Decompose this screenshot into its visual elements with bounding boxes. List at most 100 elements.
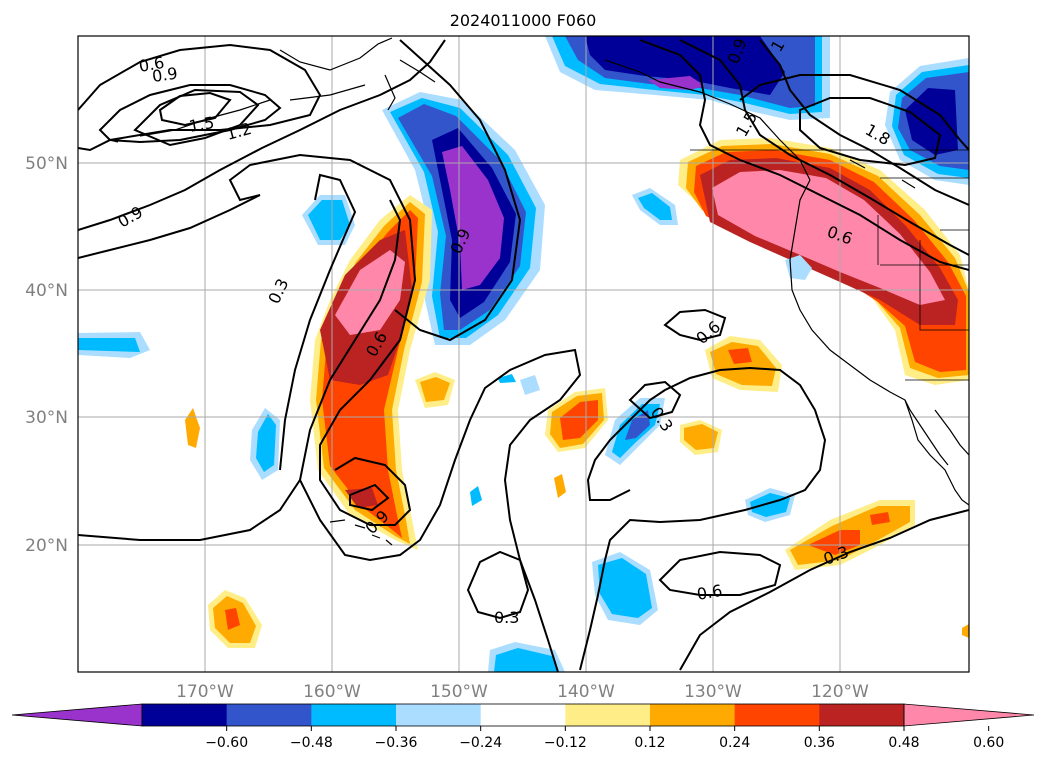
- positive-small-3d: [870, 512, 890, 525]
- colorbar-cell: [311, 704, 397, 726]
- positive-small-4c: [225, 608, 240, 630]
- lon-label-170w: 170°W: [176, 682, 234, 702]
- colorbar-tick-label: 0.12: [634, 735, 665, 751]
- colorbar-tick-label: −0.36: [375, 735, 418, 751]
- negative-small-4b: [638, 193, 672, 220]
- positive-small-3c: [808, 530, 860, 555]
- contour-0.3-small: [466, 550, 530, 620]
- contour-gulf-1: [639, 39, 969, 271]
- negative-small-11: [785, 255, 812, 280]
- lat-label-30n: 30°N: [25, 408, 68, 428]
- colorbar-cell: [226, 704, 312, 726]
- colorbar-tick-label: 0.48: [888, 735, 919, 751]
- longitude-labels: 170°W 160°W 150°W 140°W 130°W 120°W: [176, 682, 869, 702]
- contour-0.9-loop: [299, 199, 402, 481]
- contour-inner-hawaii: [349, 483, 390, 512]
- contour-gulf-3: [759, 39, 969, 206]
- contour-0.9-trough: [78, 39, 522, 342]
- lat-label-50n: 50°N: [25, 154, 68, 174]
- negative-small-6b: [598, 558, 652, 618]
- positive-small-2b: [710, 342, 776, 386]
- negative-small-3b: [256, 414, 276, 472]
- contour-0.6-trough: [279, 173, 357, 471]
- negative-anomaly-trough-5: [442, 146, 504, 290]
- colorbar-tick-label: 0.60: [973, 735, 1004, 751]
- negative-anomaly-alaska-core4: [648, 76, 705, 90]
- colorbar-tick-label: 0.36: [804, 735, 835, 751]
- positive-small-2c: [728, 348, 752, 364]
- colorbar-cell: [650, 704, 736, 726]
- negative-small-2b: [78, 338, 140, 352]
- lon-label-120w: 120°W: [811, 682, 869, 702]
- colorbar: −0.60 −0.48 −0.36 −0.24 −0.12 0.12 0.24 0.36 0.4…: [11, 703, 1035, 751]
- contours: [78, 39, 969, 672]
- negative-small-9: [498, 374, 516, 383]
- contour-high: [739, 74, 969, 151]
- positive-small-1c: [560, 400, 598, 440]
- gridlines: [78, 36, 969, 672]
- contour-1.8: [799, 97, 942, 167]
- colorbar-extend-max: [903, 703, 1035, 727]
- contour-0.6-north: [78, 43, 322, 152]
- contour-1.2: [133, 88, 260, 147]
- contour-0.6-small: [663, 308, 727, 342]
- colorbar-tick-label: −0.60: [205, 735, 248, 751]
- positive-small-8: [554, 474, 566, 498]
- contour-0.6-east: [579, 366, 827, 671]
- negative-small-1b: [308, 200, 350, 240]
- contour-label: 1.5: [187, 113, 215, 136]
- colorbar-tick-label: −0.24: [459, 735, 502, 751]
- colorbar-cell: [142, 704, 228, 726]
- contour-1.5: [158, 91, 232, 127]
- contour-label: 0.6: [695, 581, 723, 604]
- coastline-hawaii: [329, 519, 393, 546]
- positive-anomaly-westcoast-5: [712, 170, 945, 305]
- map-title: 2024011000 F060: [450, 11, 597, 30]
- contour-0.3-trough: [228, 153, 417, 526]
- coastline-baja: [904, 399, 969, 466]
- colorbar-ticks: −0.60 −0.48 −0.36 −0.24 −0.12 0.12 0.24 0.36 0.4…: [205, 726, 1004, 751]
- colorbar-cell: [396, 704, 482, 726]
- contour-0.6-small2: [658, 550, 782, 596]
- colorbar-cell: [819, 704, 905, 726]
- contour-gulf-2: [679, 39, 969, 256]
- coastline-westcoast: [789, 179, 969, 506]
- colorbar-cell: [565, 704, 651, 726]
- positive-small-6b: [684, 424, 718, 450]
- contour-label: 0.3: [494, 608, 519, 627]
- lat-label-40n: 40°N: [25, 281, 68, 301]
- map-frame: [77, 35, 970, 673]
- positive-small-5b: [420, 377, 450, 402]
- coastline-alaska: [139, 37, 811, 181]
- positive-small-7: [185, 408, 200, 448]
- colorbar-cell: [734, 704, 820, 726]
- lon-label-150w: 150°W: [430, 682, 488, 702]
- shaded-field: [78, 36, 969, 672]
- colorbar-frame: [141, 703, 905, 727]
- colorbar-cells: [11, 703, 1035, 727]
- positive-anomaly-ridge-5: [335, 250, 405, 335]
- negative-small-7b: [494, 648, 558, 672]
- negative-small-12: [520, 375, 540, 395]
- colorbar-tick-label: −0.48: [290, 735, 333, 751]
- lon-label-160w: 160°W: [303, 682, 361, 702]
- lat-label-20n: 20°N: [25, 536, 68, 556]
- colorbar-tick-label: 0.24: [719, 735, 750, 751]
- lon-label-140w: 140°W: [557, 682, 615, 702]
- contour-label: 0.9: [151, 64, 179, 86]
- contour-0.3-east: [679, 509, 969, 671]
- colorbar-cell: [480, 704, 566, 726]
- border-states: [877, 215, 969, 331]
- contour-0.9-north: [98, 84, 282, 144]
- colorbar-extend-min: [11, 703, 143, 727]
- contour-0.3-mid: [628, 380, 682, 420]
- contour-label: 0.6: [137, 53, 165, 76]
- latitude-labels: 50°N 40°N 30°N 20°N: [25, 154, 68, 556]
- colorbar-tick-label: −0.12: [544, 735, 587, 751]
- negative-small-10: [470, 486, 482, 506]
- lon-label-130w: 130°W: [684, 682, 742, 702]
- positive-small-9: [962, 624, 969, 638]
- negative-anomaly-northeast-4: [905, 88, 958, 155]
- contour-0.3-south-west: [78, 348, 582, 672]
